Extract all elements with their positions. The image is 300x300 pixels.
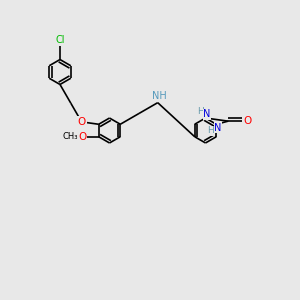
Text: H: H bbox=[208, 126, 214, 135]
Text: O: O bbox=[77, 117, 86, 127]
Text: NH: NH bbox=[152, 91, 167, 101]
Text: CH₃: CH₃ bbox=[62, 132, 78, 141]
Text: H: H bbox=[197, 107, 203, 116]
Text: N: N bbox=[203, 110, 211, 119]
Text: O: O bbox=[244, 116, 252, 126]
Text: N: N bbox=[214, 123, 221, 133]
Text: O: O bbox=[78, 132, 86, 142]
Text: Cl: Cl bbox=[55, 35, 65, 45]
